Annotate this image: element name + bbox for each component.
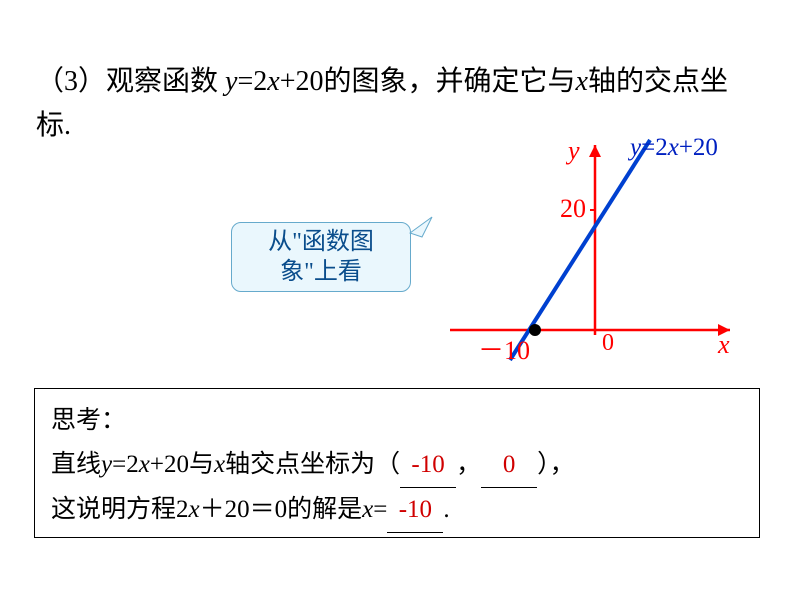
t2-eq: =2 [112,451,139,478]
line-equation: y=2x+20 [630,134,718,162]
axis-var: x [576,66,588,97]
eq-sign: = [237,66,253,97]
t2-xvar: x [214,451,225,478]
coef-2: 2 [253,66,267,97]
callout-box: 从"函数图 象"上看 [231,222,411,292]
t2-y: y [101,451,112,478]
t2-comma: ， [456,451,481,478]
t3-x: x [189,496,200,523]
eq-eq: = [641,134,655,161]
y-intercept-label: 20 [560,194,586,224]
t3-c: . [443,496,449,523]
blank-solution: -10 [387,488,443,533]
callout-line1: 从"函数图 [268,229,374,255]
t2-d: ）， [537,451,575,478]
prompt-mid: 的图象，并确定它与 [323,66,575,97]
blank-x-intercept: -10 [400,443,456,488]
x-axis-label: x [718,330,730,360]
think-line3: 这说明方程2x＋20＝0的解是x=-10. [51,488,743,533]
t2-a: 直线 [51,451,101,478]
t3-b: ＋20＝0的解是 [200,496,363,523]
think-title: 思考： [51,399,743,443]
t2-c: 轴交点坐标为（ [225,451,400,478]
t3-eq: = [373,496,387,523]
x-intercept-label: －10 [478,330,530,367]
eq-2: 2 [655,134,668,161]
var-x: x [267,66,279,97]
eq-y: y [630,134,641,161]
t2-b: +20与 [150,451,214,478]
callout-tail-icon [402,215,442,245]
t3-a: 这说明方程2 [51,496,189,523]
think-box: 思考： 直线y=2x+20与x轴交点坐标为（-10，0）， 这说明方程2x＋20… [34,388,760,538]
blank-y-intercept: 0 [481,443,537,488]
y-axis-arrow-icon [589,145,601,157]
slide-page: （3）观察函数 y=2x+20的图象，并确定它与x轴的交点坐标. 从"函数图 象… [0,0,794,596]
y-axis-label: y [568,136,580,166]
t3-xvar: x [362,496,373,523]
prompt-prefix: （3）观察函数 [36,66,225,97]
intersection-point-icon [529,324,541,336]
callout-text: 从"函数图 象"上看 [268,227,374,287]
plus-20: +20 [280,66,324,97]
var-y: y [225,66,237,97]
t2-x: x [139,451,150,478]
callout-line2: 象"上看 [280,259,362,285]
eq-x: x [668,134,679,161]
eq-20: +20 [679,134,718,161]
think-line2: 直线y=2x+20与x轴交点坐标为（-10，0）， [51,443,743,488]
origin-label: 0 [602,330,614,357]
graph: y x 0 20 －10 y=2x+20 [440,130,760,360]
